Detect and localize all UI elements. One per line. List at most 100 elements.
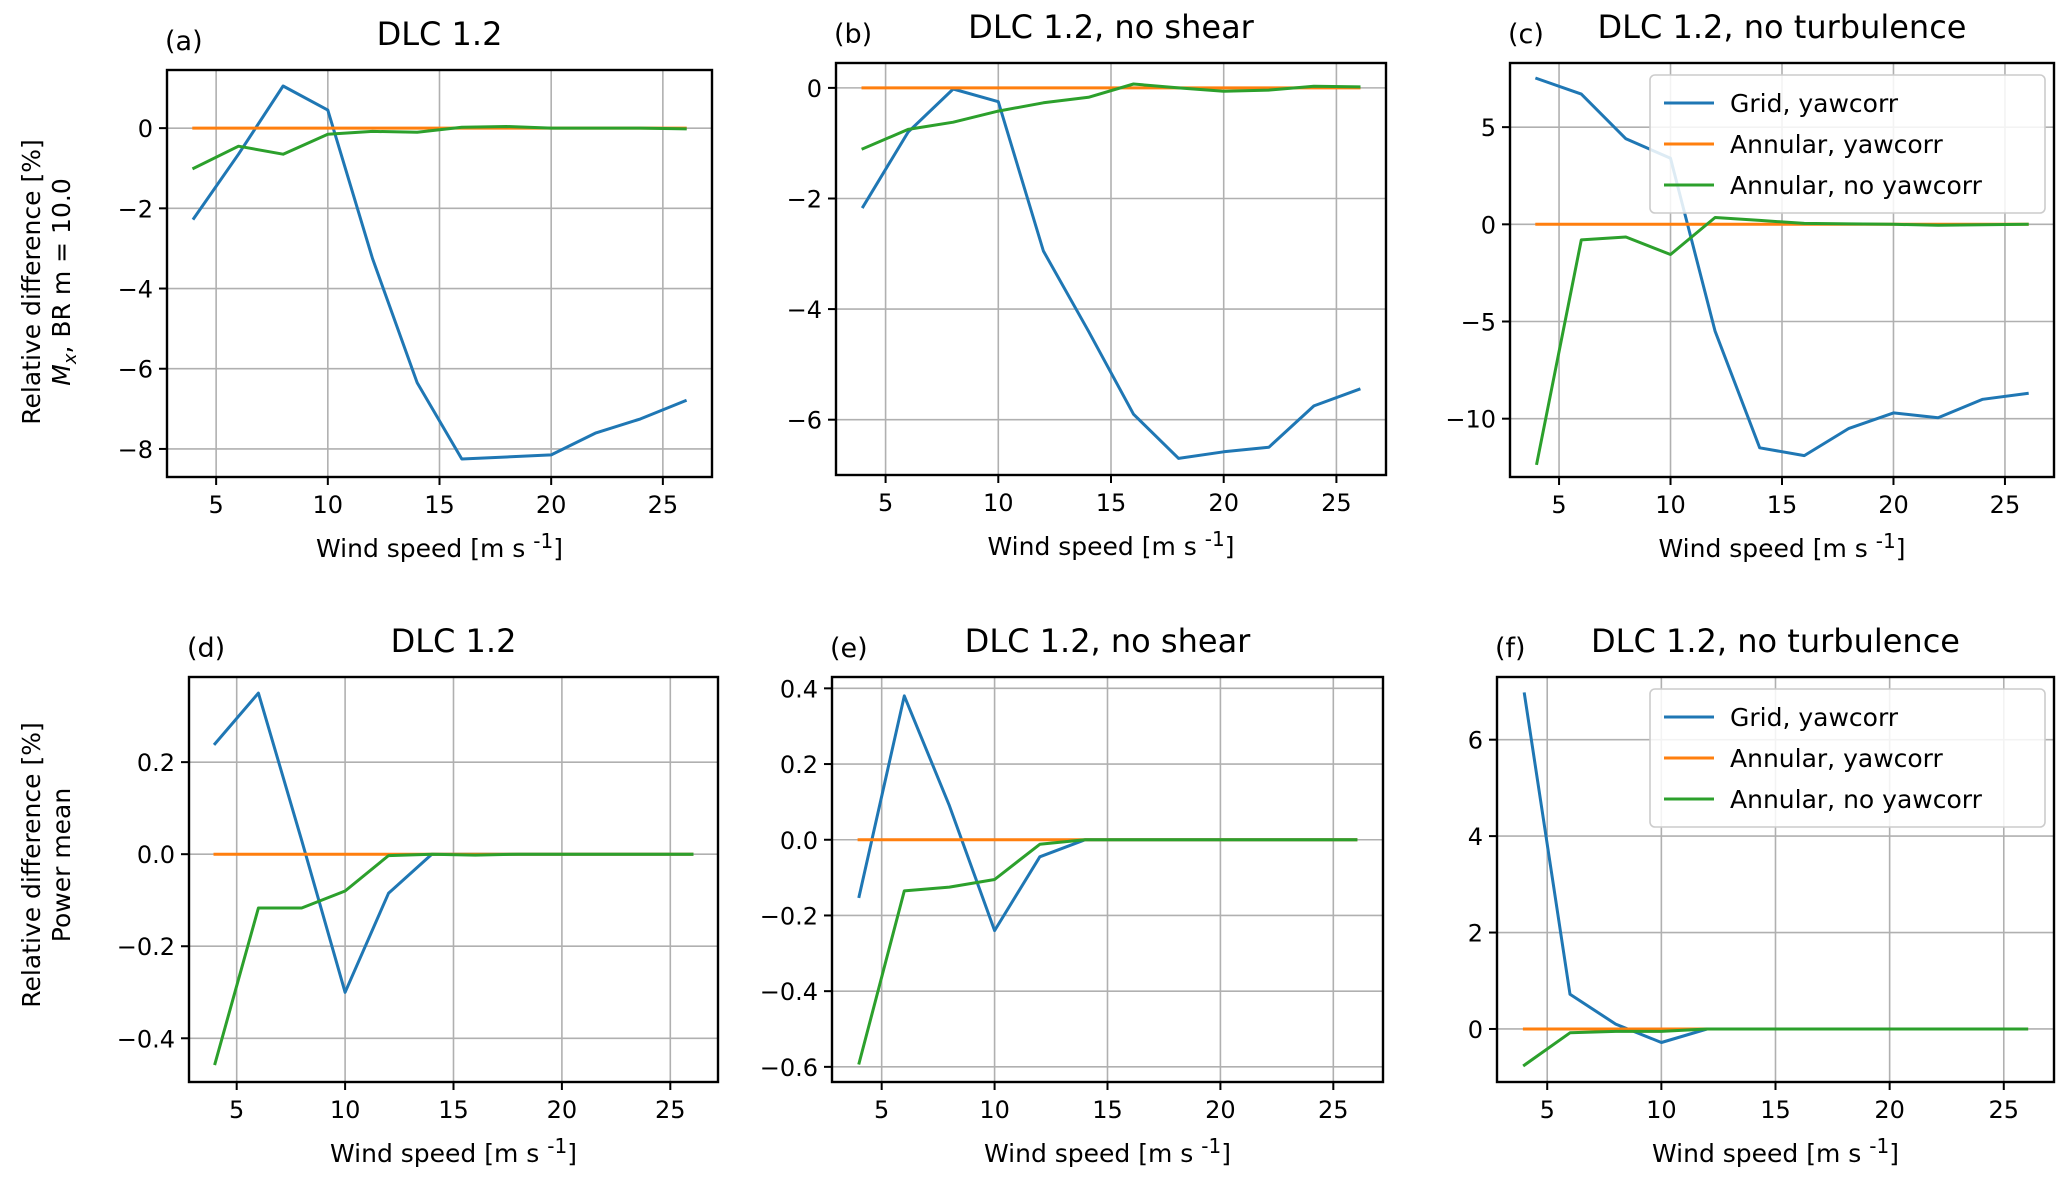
x-axis-label-main: Wind speed [m s: [988, 532, 1205, 561]
x-axis-label-sup: -1: [1201, 1134, 1221, 1158]
x-tick-label: 25: [1990, 491, 2021, 519]
row-ylabel-top-subscript: x: [60, 353, 81, 365]
row-ylabel-bottom-line2: Power mean: [47, 788, 76, 942]
x-axis-label-main: Wind speed [m s: [984, 1139, 1201, 1168]
x-axis-label-main: Wind speed [m s: [1659, 534, 1876, 563]
x-axis-label-main: Wind speed [m s: [1652, 1139, 1869, 1168]
y-tick-label: 0.0: [137, 841, 175, 869]
row-ylabel-bottom-line1: Relative difference [%]: [17, 722, 46, 1007]
y-tick-label: 0: [138, 115, 153, 143]
x-axis-label-sup: -1: [533, 529, 553, 553]
x-tick-label: 5: [229, 1096, 244, 1124]
y-tick-label: −0.2: [117, 933, 175, 961]
x-axis-label-main: Wind speed [m s: [316, 534, 533, 563]
x-axis-label-sup: -1: [1876, 529, 1896, 553]
x-tick-label: 25: [648, 491, 679, 519]
x-axis-label-end: ]: [1896, 534, 1906, 563]
legend-label: Annular, yawcorr: [1730, 130, 1944, 159]
x-tick-label: 10: [330, 1096, 361, 1124]
x-tick-label: 20: [1878, 491, 1909, 519]
x-tick-label: 5: [874, 1096, 889, 1124]
panel-letter: (a): [165, 26, 203, 57]
series-line-grid-yawcorr: [191, 84, 688, 461]
x-axis-label: Wind speed [m s -1]: [330, 1134, 577, 1168]
y-tick-label: −4: [787, 296, 822, 324]
x-axis-label-end: ]: [553, 534, 563, 563]
series-line-annular-no-yawcorr: [1535, 216, 2029, 466]
x-axis-label-sup: -1: [1205, 527, 1225, 551]
x-tick-label: 5: [878, 489, 893, 517]
panel-title: DLC 1.2, no turbulence: [1591, 622, 1960, 660]
y-tick-label: −10: [1445, 406, 1496, 434]
series-line-annular-no-yawcorr: [191, 125, 687, 171]
y-tick-label: −5: [1461, 309, 1496, 337]
x-tick-label: 10: [1655, 491, 1686, 519]
y-tick-label: 0.4: [780, 675, 818, 703]
x-axis-label-end: ]: [1225, 532, 1235, 561]
y-tick-label: −6: [787, 407, 822, 435]
panel-d: 5 10 15 20 25 −0.4 −0.2 0.0 0.2 Wind speed [m s -…: [117, 622, 720, 1168]
x-axis-label: Wind speed [m s -1]: [984, 1134, 1231, 1168]
panel-letter: (e): [830, 633, 868, 664]
panel-b: 5 10 15 20 25 −6 −4 −2 0 Wind speed [m s -1] DLC 1…: [787, 8, 1388, 561]
x-tick-label: 25: [1321, 489, 1352, 517]
x-tick-label: 15: [1767, 491, 1798, 519]
x-axis-label-end: ]: [567, 1139, 577, 1168]
legend: Grid, yawcorr Annular, yawcorr Annular, no…: [1649, 688, 2046, 828]
x-tick-label: 10: [979, 1096, 1010, 1124]
x-tick-label: 25: [655, 1096, 686, 1124]
x-tick-label: 20: [1208, 489, 1239, 517]
x-axis-label: Wind speed [m s -1]: [316, 529, 563, 563]
y-tick-label: 2: [1468, 920, 1483, 948]
x-tick-label: 5: [208, 491, 223, 519]
x-axis-label: Wind speed [m s -1]: [1659, 529, 1906, 563]
x-tick-label: 15: [1092, 1096, 1123, 1124]
x-tick-label: 20: [1874, 1096, 1905, 1124]
panel-title: DLC 1.2: [377, 15, 503, 53]
legend-label: Annular, no yawcorr: [1730, 785, 1983, 814]
y-tick-label: 0: [807, 75, 822, 103]
x-tick-label: 10: [313, 491, 344, 519]
y-tick-label: −8: [118, 436, 153, 464]
x-tick-label: 20: [1205, 1096, 1236, 1124]
x-tick-label: 15: [1760, 1096, 1791, 1124]
legend-frame: [1649, 74, 2046, 214]
y-tick-label: 5: [1481, 114, 1496, 142]
x-axis-label: Wind speed [m s -1]: [1652, 1134, 1899, 1168]
row-ylabel-top-rest: , BR m = 10.0: [47, 178, 76, 353]
x-axis-label-sup: -1: [1869, 1134, 1889, 1158]
y-tick-label: 0.2: [780, 751, 818, 779]
x-tick-label: 10: [983, 489, 1014, 517]
panel-letter: (f): [1495, 633, 1526, 664]
series-line-annular-no-yawcorr: [857, 838, 1358, 1065]
series-line-annular-no-yawcorr: [213, 852, 694, 1066]
panel-letter: (d): [187, 633, 225, 664]
panel-e: 5 10 15 20 25 −0.6 −0.4 −0.2 0.0 0.2 0.4 Wind speed…: [760, 622, 1385, 1168]
x-tick-label: 5: [1540, 1096, 1555, 1124]
x-tick-label: 15: [1096, 489, 1127, 517]
y-tick-label: −2: [118, 195, 153, 223]
series-line-annular-no-yawcorr: [861, 82, 1361, 151]
legend-label: Annular, yawcorr: [1730, 744, 1944, 773]
legend-label: Grid, yawcorr: [1730, 703, 1899, 732]
panel-f: 5 10 15 20 25 0 2 4 6 Wind speed [m s -1] DLC 1.2,…: [1468, 622, 2056, 1168]
x-tick-label: 20: [547, 1096, 578, 1124]
series-line-grid-yawcorr: [860, 87, 1361, 460]
y-tick-label: −0.4: [760, 978, 818, 1006]
y-tick-label: −6: [118, 356, 153, 384]
y-tick-label: 4: [1468, 823, 1483, 851]
y-tick-label: 0: [1468, 1016, 1483, 1044]
x-axis-label-end: ]: [1221, 1139, 1231, 1168]
x-tick-label: 10: [1646, 1096, 1677, 1124]
x-tick-label: 25: [1318, 1096, 1349, 1124]
y-tick-label: −0.4: [117, 1025, 175, 1053]
legend-label: Annular, no yawcorr: [1730, 171, 1983, 200]
y-tick-label: −4: [118, 276, 153, 304]
panel-title: DLC 1.2, no turbulence: [1598, 8, 1967, 46]
y-tick-label: 0.2: [137, 749, 175, 777]
series-line-grid-yawcorr: [1534, 76, 2029, 458]
x-tick-label: 20: [536, 491, 567, 519]
y-tick-label: −0.2: [760, 902, 818, 930]
